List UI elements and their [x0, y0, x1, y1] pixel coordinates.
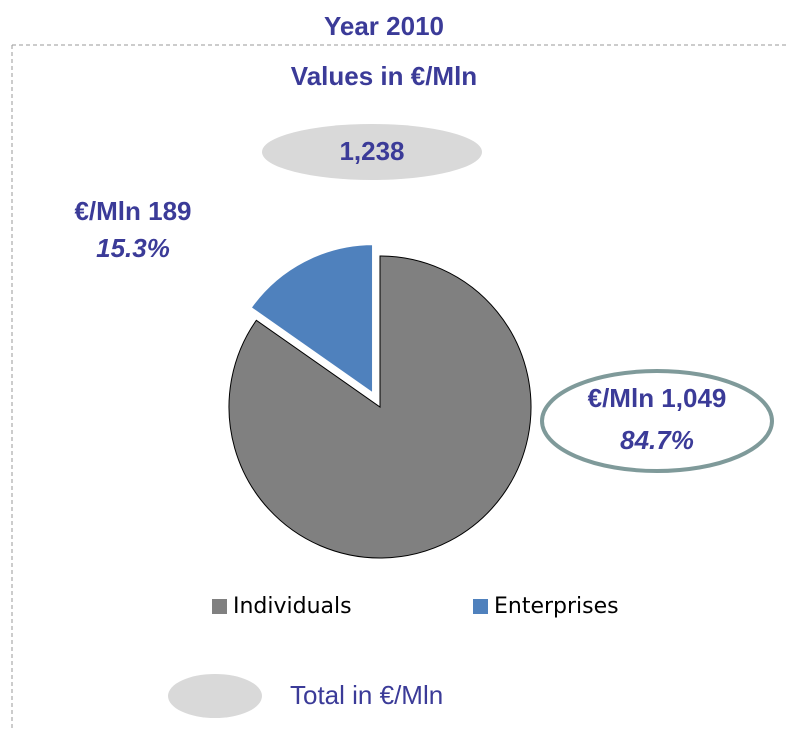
total-legend-label: Total in €/Mln [290, 680, 443, 710]
chart-subtitle: Values in €/Mln [291, 61, 477, 91]
value-label: €/Mln 1,049 [588, 383, 727, 413]
legend-swatch [212, 599, 227, 614]
total-badge [262, 124, 482, 180]
legend-swatch [473, 599, 488, 614]
value-label: €/Mln 189 [74, 196, 191, 226]
legend-label: Individuals [233, 594, 352, 619]
pie-slice [228, 255, 532, 559]
label-ring [540, 369, 774, 473]
legend-label: Enterprises [494, 594, 619, 619]
chart-title: Year 2010 [324, 11, 444, 41]
pie-slice [247, 242, 376, 398]
percentage-label: 84.7% [620, 425, 694, 455]
total-label: 1,238 [339, 136, 404, 166]
total-legend-swatch [168, 674, 262, 718]
percentage-label: 15.3% [96, 233, 170, 263]
